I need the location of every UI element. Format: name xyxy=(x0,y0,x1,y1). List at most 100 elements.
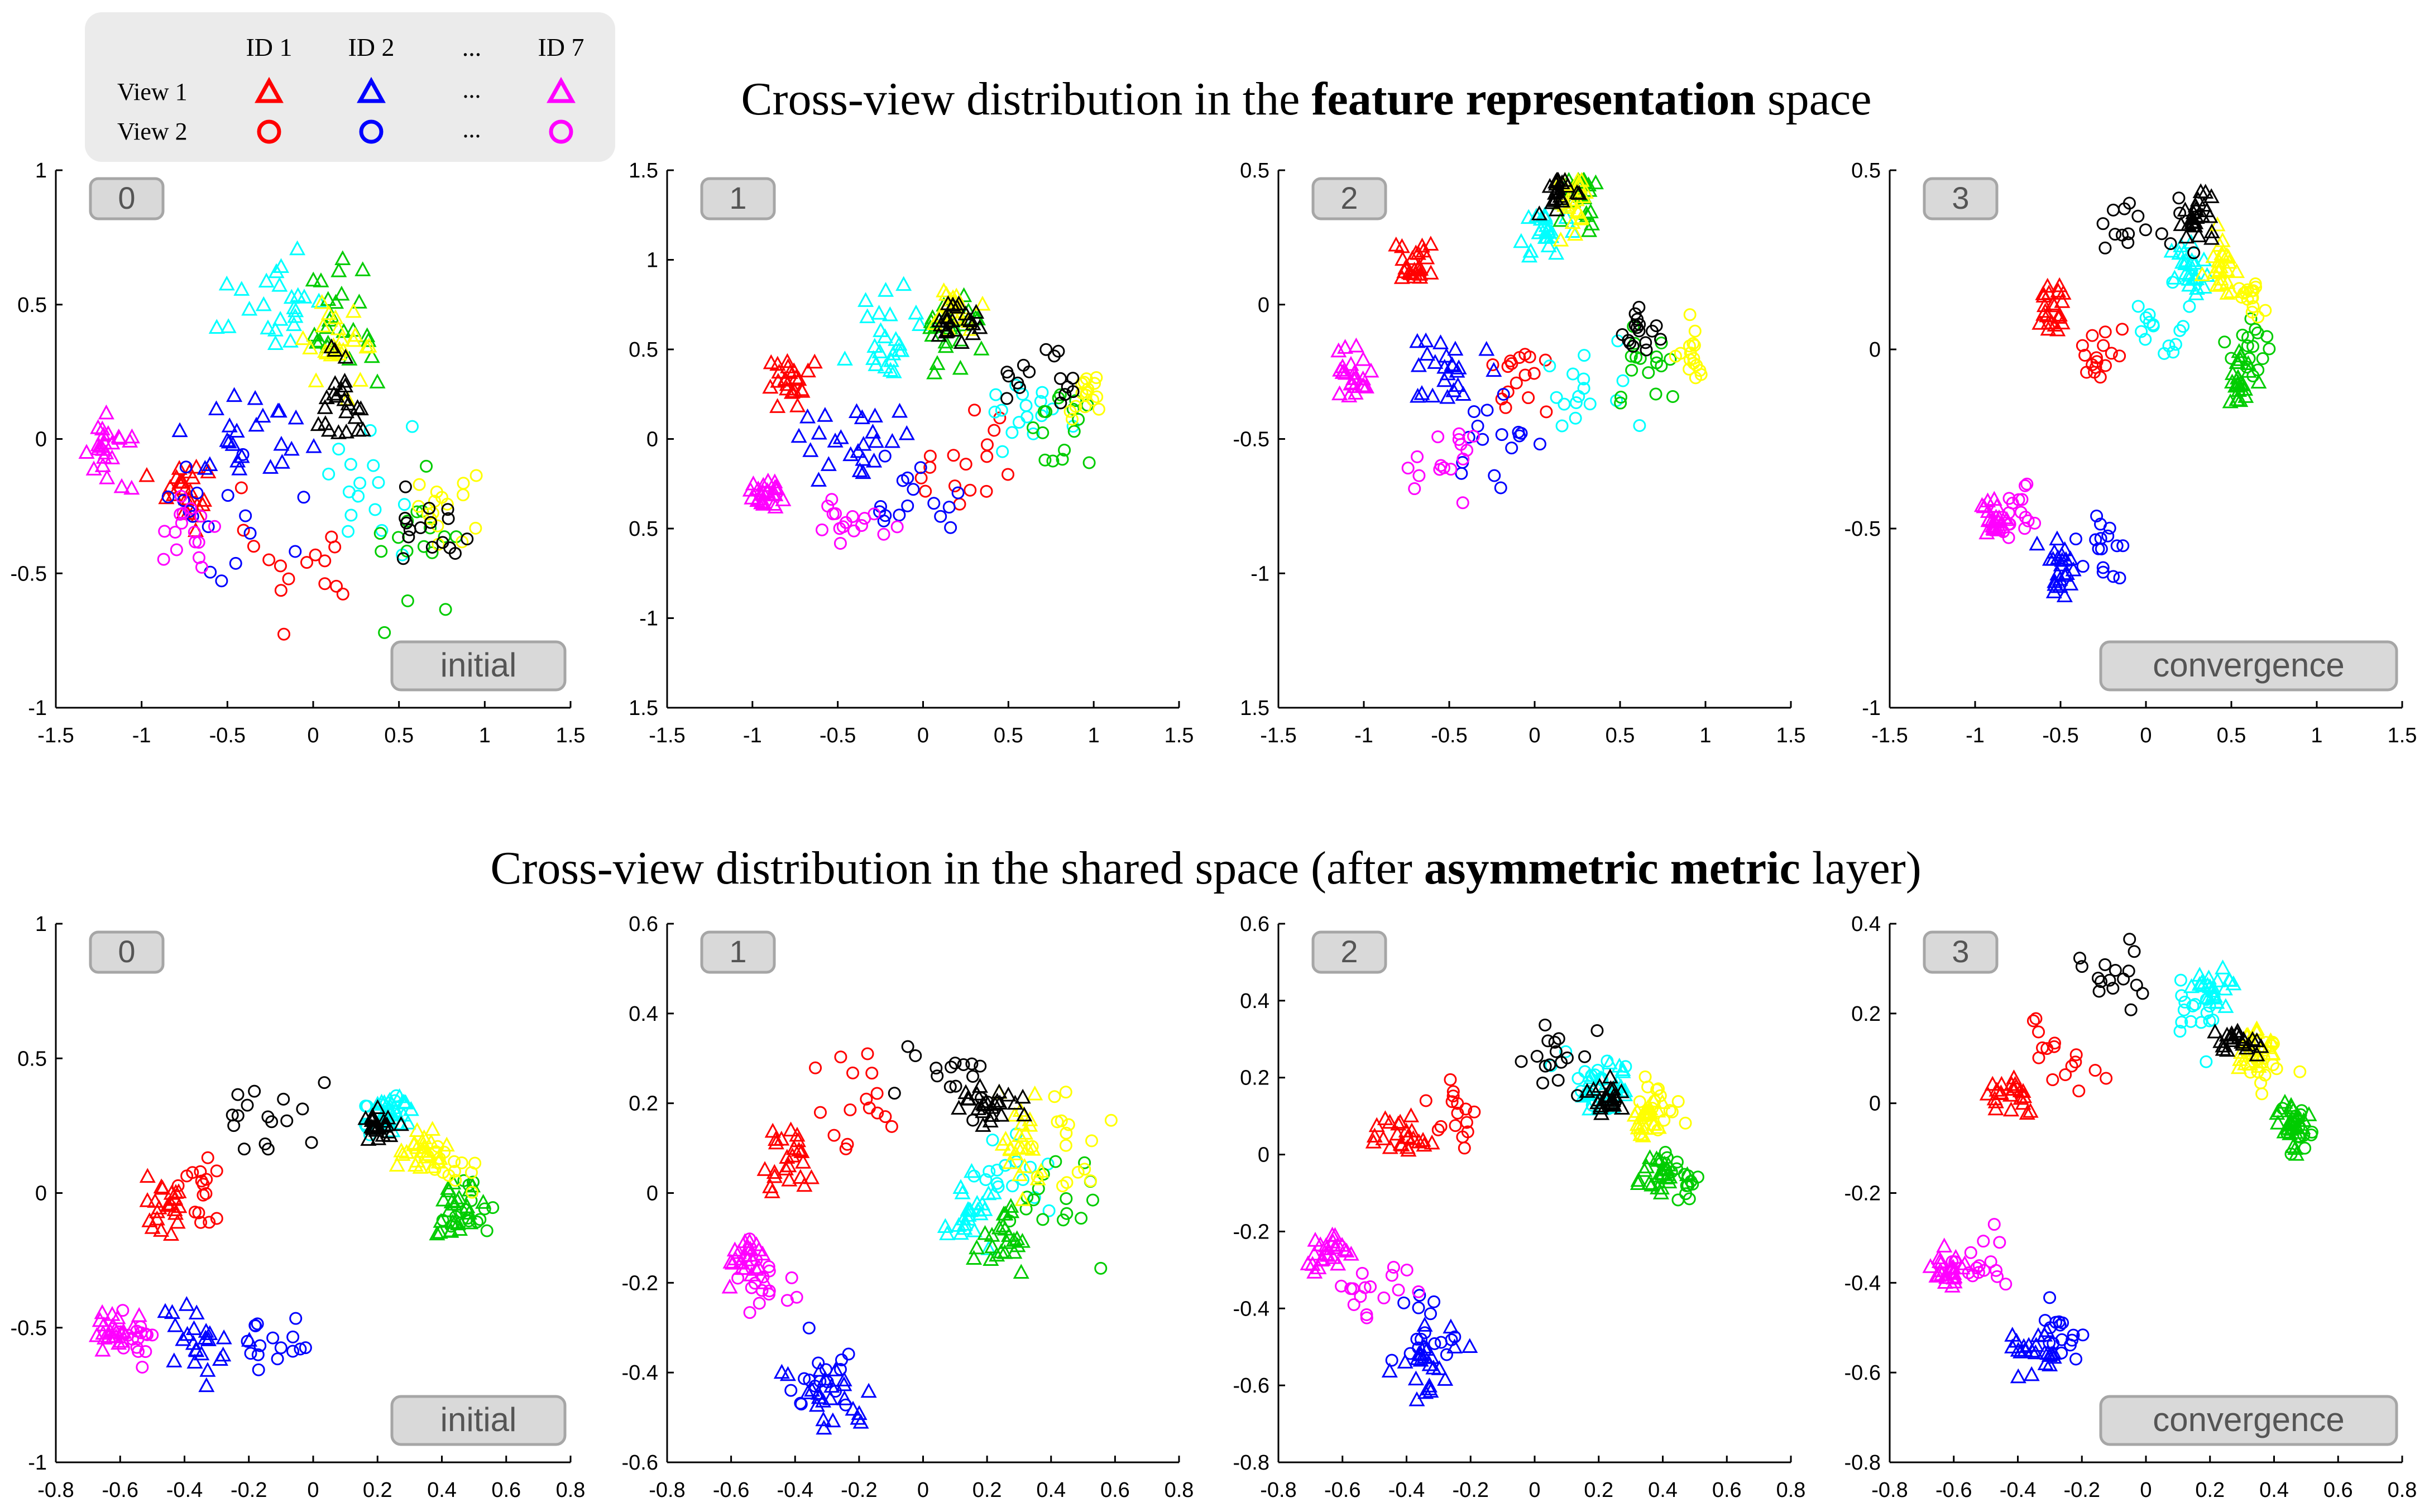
point-view1-triangle xyxy=(766,1168,783,1183)
point-view1-triangle xyxy=(2283,1097,2299,1112)
point-view1-triangle xyxy=(2020,1337,2037,1352)
point-view1-triangle xyxy=(1630,1172,1647,1187)
point-view1-triangle xyxy=(952,359,969,375)
point-view1-triangle xyxy=(789,397,806,412)
point-view2-circle xyxy=(990,1163,1004,1177)
point-view1-triangle xyxy=(1392,1113,1408,1129)
point-view2-circle xyxy=(208,520,221,533)
point-view1-triangle xyxy=(109,1309,126,1324)
point-view1-triangle xyxy=(338,403,354,419)
point-view1-triangle xyxy=(2250,373,2267,389)
point-view2-circle xyxy=(1412,1285,1425,1298)
point-view2-circle xyxy=(1694,368,1708,381)
point-view2-circle xyxy=(1347,1298,1360,1312)
x-tick-label: -0.8 xyxy=(1871,1479,1908,1502)
point-view1-triangle xyxy=(1591,1078,1608,1093)
point-view1-triangle xyxy=(2252,1049,2269,1065)
point-view1-triangle xyxy=(1325,1249,1341,1264)
point-view1-triangle xyxy=(166,1189,184,1205)
point-view2-circle xyxy=(1419,1094,1432,1107)
y-tick-label: -1 xyxy=(28,1451,47,1475)
point-view2-circle xyxy=(396,552,410,565)
point-view2-circle xyxy=(2200,1055,2213,1068)
point-view2-circle xyxy=(1067,425,1081,438)
y-tick-label: 1.5 xyxy=(629,159,658,183)
point-view2-circle xyxy=(821,500,835,513)
point-view2-circle xyxy=(974,1059,987,1073)
point-view1-triangle xyxy=(2232,392,2249,407)
x-tick-label: -0.5 xyxy=(2042,724,2078,747)
point-view1-triangle xyxy=(779,353,796,368)
iteration-badge-label: 1 xyxy=(729,180,746,215)
point-view2-circle xyxy=(192,1206,205,1220)
point-view1-triangle xyxy=(2183,252,2200,267)
x-tick-label: -1 xyxy=(1966,724,1985,747)
scatter-panel: -1.5 -1 -0.5 0 0.5 1 1.5 1 0.5 0 -0.5 -1 0 initial xyxy=(11,159,586,747)
point-view1-triangle xyxy=(1022,1111,1038,1126)
point-view2-circle xyxy=(1687,357,1700,370)
point-view2-circle xyxy=(1533,438,1546,451)
point-view1-triangle xyxy=(2203,188,2220,203)
point-view1-triangle xyxy=(989,1246,1005,1262)
point-view2-circle xyxy=(417,540,430,553)
point-view1-triangle xyxy=(866,407,883,423)
point-view2-circle xyxy=(846,510,859,524)
point-view1-triangle xyxy=(2194,207,2211,223)
point-view1-triangle xyxy=(1415,1131,1431,1147)
point-view2-circle xyxy=(1078,1156,1091,1169)
point-view2-circle xyxy=(2131,209,2145,223)
point-view1-triangle xyxy=(1363,362,1379,378)
point-view1-triangle xyxy=(2054,293,2071,308)
point-view1-triangle xyxy=(1002,1141,1019,1156)
point-view1-triangle xyxy=(2166,270,2183,285)
point-view2-circle xyxy=(221,489,234,502)
point-view2-circle xyxy=(979,1173,993,1187)
point-view1-triangle xyxy=(197,459,213,475)
point-view1-triangle xyxy=(447,1214,463,1229)
point-view2-circle xyxy=(2121,236,2135,249)
point-view1-triangle xyxy=(2029,535,2045,551)
point-view1-triangle xyxy=(90,419,107,434)
point-view1-triangle xyxy=(1656,1155,1673,1170)
stage-tag xyxy=(390,640,567,692)
point-view2-circle xyxy=(871,1106,884,1120)
x-tick-label: 0 xyxy=(2140,724,2152,747)
point-view1-triangle xyxy=(2219,247,2235,262)
point-view1-triangle xyxy=(317,415,334,430)
point-view2-circle xyxy=(1060,1192,1073,1205)
point-view1-triangle xyxy=(775,491,792,507)
point-view2-circle xyxy=(868,507,881,521)
x-tick-label: -0.4 xyxy=(1388,1479,1425,1502)
point-view2-circle xyxy=(1566,367,1580,381)
y-tick-label: -0.5 xyxy=(11,1317,47,1340)
point-view2-circle xyxy=(2089,533,2102,546)
point-view1-triangle xyxy=(272,258,290,273)
point-view2-circle xyxy=(1665,1105,1679,1119)
point-view2-circle xyxy=(827,1129,841,1142)
point-view1-triangle xyxy=(2287,1140,2304,1155)
point-view1-triangle xyxy=(991,1095,1008,1110)
point-view1-triangle xyxy=(2013,1089,2029,1105)
point-view2-circle xyxy=(986,1134,999,1147)
point-view2-circle xyxy=(368,503,382,516)
point-view1-triangle xyxy=(753,494,770,510)
point-view2-circle xyxy=(2255,1087,2269,1101)
point-view1-triangle xyxy=(836,1390,853,1405)
point-view1-triangle xyxy=(895,276,912,291)
point-view2-circle xyxy=(1056,1179,1069,1193)
iteration-badge-label: 0 xyxy=(118,180,135,215)
point-view1-triangle xyxy=(171,460,188,475)
point-view1-triangle xyxy=(2016,1341,2033,1357)
point-view2-circle xyxy=(2173,324,2187,337)
point-view1-triangle xyxy=(876,328,893,343)
point-view2-circle xyxy=(2241,339,2254,353)
iteration-badge-label: 0 xyxy=(118,934,135,969)
y-tick-label: -0.6 xyxy=(1844,1361,1881,1385)
point-view2-circle xyxy=(790,1290,803,1304)
point-view2-circle xyxy=(342,525,355,538)
point-view2-circle xyxy=(469,521,482,535)
point-view1-triangle xyxy=(786,382,803,398)
point-view1-triangle xyxy=(2049,565,2066,580)
point-view1-triangle xyxy=(877,358,894,374)
point-view1-triangle xyxy=(2224,1032,2240,1048)
